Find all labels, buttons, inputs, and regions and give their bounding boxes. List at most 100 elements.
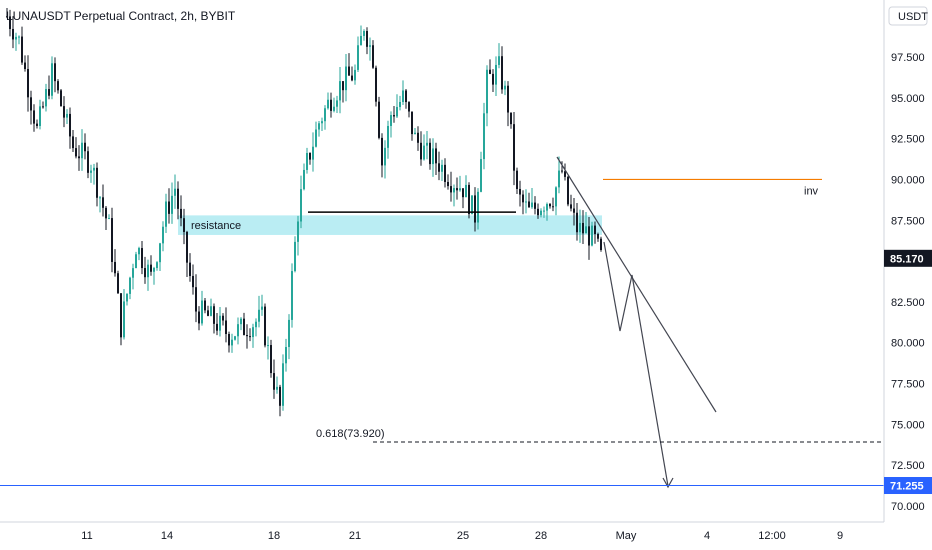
y-tick-label: 90.000 [891, 174, 925, 186]
candle-body [45, 89, 47, 107]
x-axis-ticks: 11 14 18 21 25 28 May 4 12:00 9 [81, 530, 843, 542]
candle-body [171, 195, 173, 214]
candle-body [432, 148, 434, 165]
level-price-label: 71.255 [890, 481, 924, 493]
candle-body [120, 293, 122, 338]
x-tick-label: 25 [457, 530, 469, 542]
candle-body [363, 30, 365, 36]
candle-body [201, 300, 203, 324]
candle-body [195, 287, 197, 312]
candle-body [348, 66, 350, 76]
candle-body [459, 188, 461, 191]
candle-body [231, 339, 233, 346]
candle-body [351, 75, 353, 81]
candle-body [90, 170, 92, 173]
candle-body [219, 315, 221, 331]
candle-body [339, 81, 341, 101]
candle-body [72, 136, 74, 149]
candle-body [555, 187, 557, 207]
candle-body [567, 176, 569, 205]
candle-body [249, 336, 251, 338]
candle-body [483, 113, 485, 160]
candle-body [114, 261, 116, 274]
inv-label: inv [804, 185, 819, 197]
candle-body [468, 184, 470, 215]
x-tick-label: 11 [81, 530, 92, 542]
candle-body [192, 275, 194, 288]
candles-layer [6, 7, 602, 417]
y-axis-ticks: 97.500 95.000 92.500 90.000 87.500 82.500 80.0… [891, 52, 925, 513]
candle-body [591, 225, 593, 246]
level-price-badge [884, 477, 932, 495]
candle-body [408, 102, 410, 112]
candle-body [117, 273, 119, 294]
candle-body [54, 63, 56, 82]
projected-path [603, 241, 669, 487]
candle-body [441, 164, 443, 172]
candle-body [321, 121, 323, 124]
candle-body [372, 45, 374, 68]
candle-body [273, 373, 275, 390]
candle-body [234, 336, 236, 340]
candle-body [147, 264, 149, 278]
candle-body [15, 36, 17, 40]
candle-body [48, 89, 50, 96]
candle-body [447, 181, 449, 187]
candle-body [66, 113, 68, 118]
candle-body [573, 208, 575, 213]
candle-body [414, 132, 416, 135]
projected-arrow-head [662, 477, 674, 489]
candle-body [135, 254, 137, 269]
candle-body [222, 315, 224, 321]
candle-body [489, 69, 491, 74]
candle-body [198, 311, 200, 324]
x-tick-label: 18 [268, 530, 280, 542]
candle-body [309, 152, 311, 160]
candle-body [84, 142, 86, 152]
candle-body [501, 56, 503, 90]
candle-body [207, 310, 209, 316]
candle-body [132, 268, 134, 278]
x-tick-label: 14 [161, 530, 173, 542]
current-price-badge [884, 249, 932, 267]
y-tick-label: 95.000 [891, 93, 925, 105]
candle-body [270, 345, 272, 374]
candle-body [333, 106, 335, 111]
candle-body [390, 115, 392, 126]
candle-body [138, 248, 140, 255]
candle-body [225, 320, 227, 335]
candle-body [549, 204, 551, 207]
candle-body [486, 69, 488, 114]
candle-body [291, 271, 293, 320]
candle-body [399, 101, 401, 108]
candle-body [126, 293, 128, 302]
candle-body [258, 309, 260, 322]
currency-box[interactable] [888, 6, 928, 26]
candle-body [255, 321, 257, 328]
candle-body [345, 66, 347, 91]
candle-body [153, 268, 155, 272]
candle-body [297, 221, 299, 242]
candle-body [174, 188, 176, 196]
candle-body [429, 142, 431, 165]
candle-body [438, 163, 440, 172]
chart-title: LUNAUSDT Perpetual Contract, 2h, BYBIT [6, 9, 236, 23]
candle-body [210, 306, 212, 316]
candle-body [159, 243, 161, 263]
candle-body [300, 189, 302, 222]
candle-body [264, 306, 266, 346]
candle-body [303, 169, 305, 190]
candle-body [189, 262, 191, 276]
resistance-zone [178, 215, 602, 235]
candle-body [318, 123, 320, 130]
candle-body [39, 106, 41, 126]
candle-body [51, 63, 53, 96]
candle-body [183, 218, 185, 232]
candle-body [378, 101, 380, 138]
candle-body [6, 16, 8, 18]
candle-body [168, 201, 170, 214]
candle-body [357, 45, 359, 70]
candle-body [471, 195, 473, 215]
